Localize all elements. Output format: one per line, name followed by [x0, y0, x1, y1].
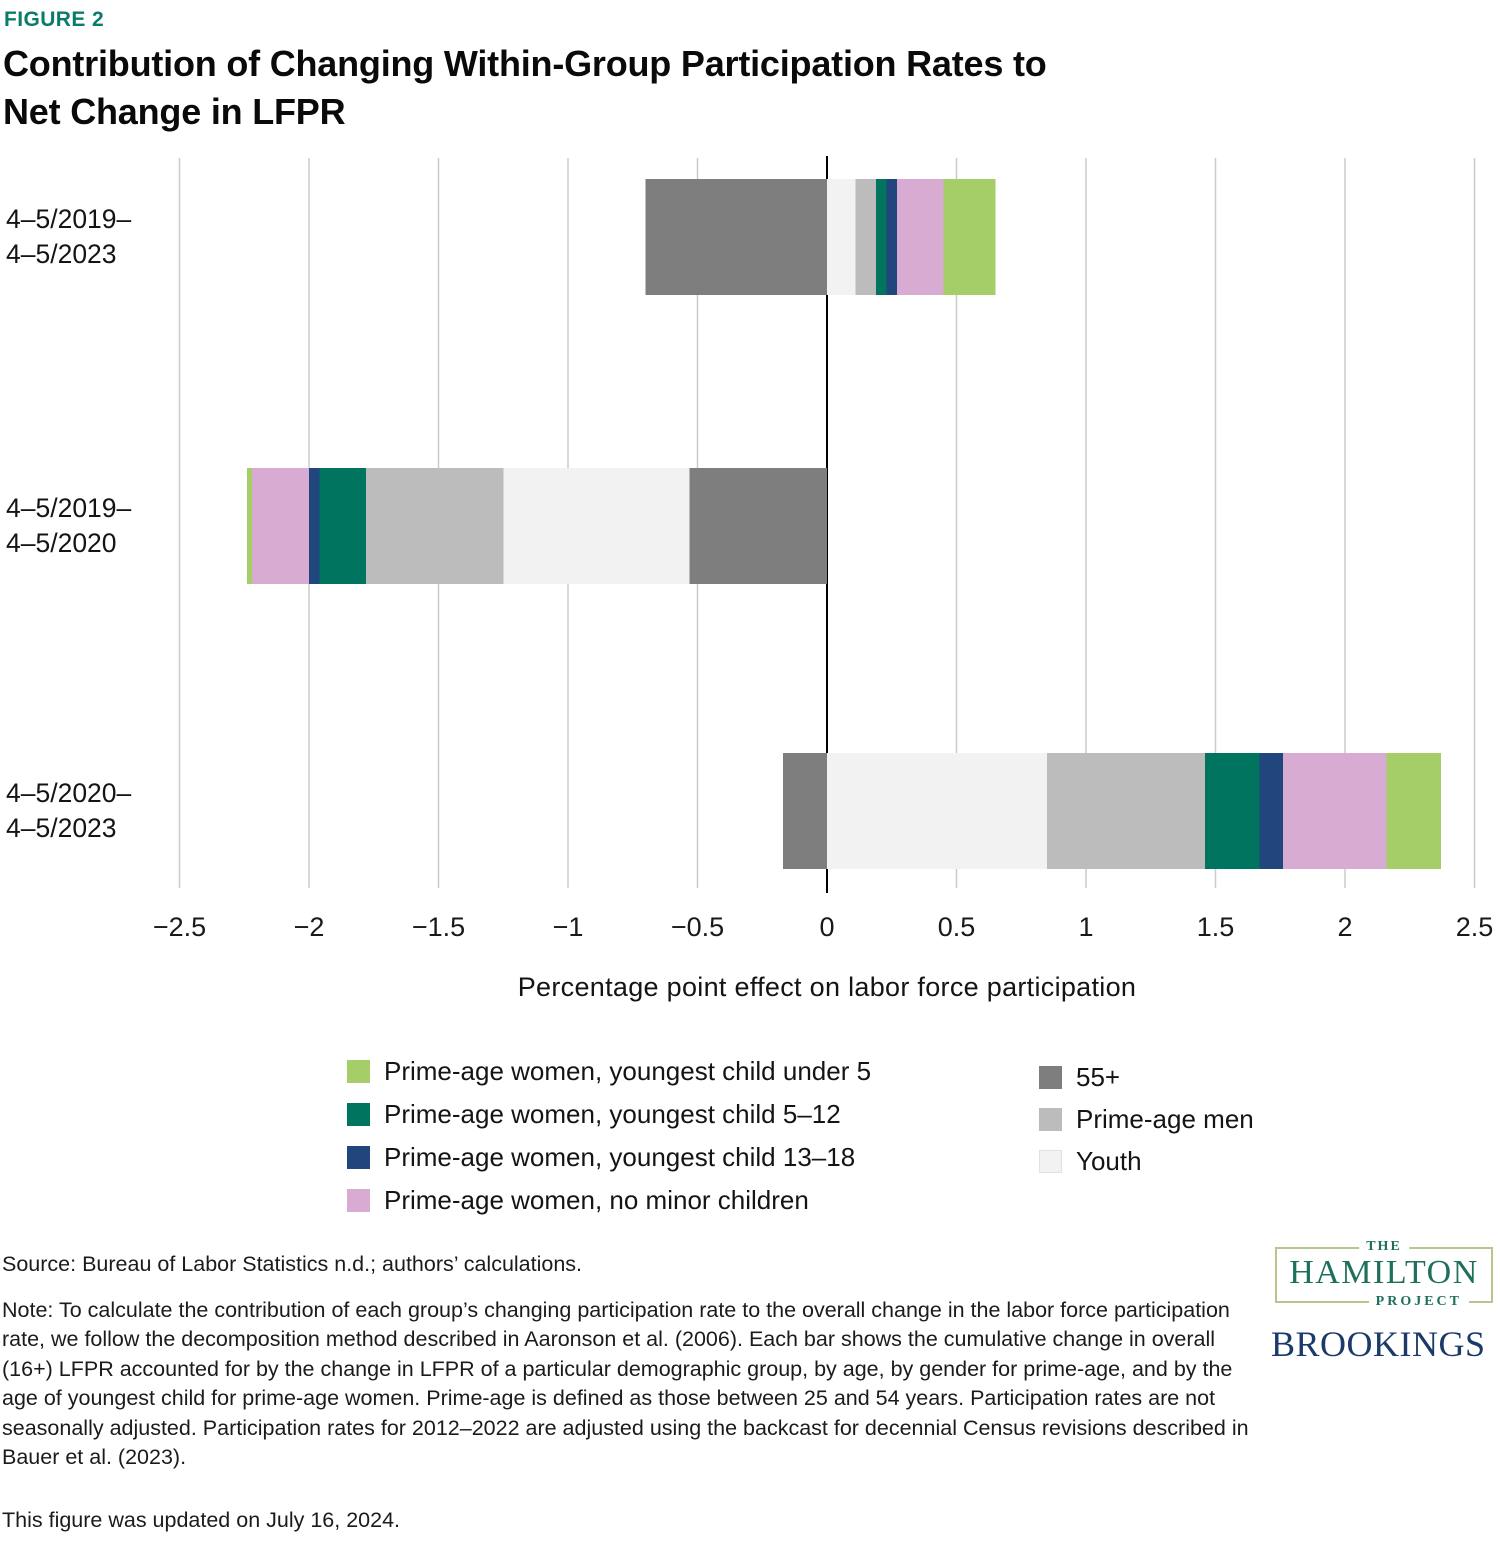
source-text: Source: Bureau of Labor Statistics n.d.;…	[2, 1252, 583, 1276]
legend-swatch	[1039, 1066, 1062, 1089]
x-tick-label: 2.5	[1456, 912, 1494, 942]
bar-segment	[689, 468, 827, 584]
legend-swatch	[347, 1060, 370, 1083]
brookings-logo: BROOKINGS	[1271, 1324, 1486, 1364]
updated-text: This figure was updated on July 16, 2024…	[2, 1508, 401, 1532]
x-tick-label: 0.5	[938, 912, 976, 942]
bar-segment	[365, 468, 504, 584]
legend-item: 55+	[1039, 1062, 1120, 1093]
x-tick-label: −0.5	[671, 912, 724, 942]
legend-label: Prime-age men	[1076, 1104, 1254, 1134]
chart-title-line-2: Net Change in LFPR	[3, 90, 346, 132]
hamilton-logo-project: PROJECT	[1368, 1294, 1469, 1310]
category-label: 4–5/2019–	[6, 204, 132, 234]
bar-segment	[855, 179, 877, 295]
legend-label: Prime-age women, youngest child under 5	[384, 1056, 872, 1086]
hamilton-project-logo: THE HAMILTON PROJECT	[1275, 1239, 1493, 1310]
note-text: Note: To calculate the contribution of e…	[2, 1298, 1249, 1470]
category-label: 4–5/2023	[6, 239, 117, 269]
legend-item: Prime-age women, youngest child under 5	[347, 1056, 871, 1087]
bar-segment	[876, 179, 887, 295]
chart-title: Contribution of Changing Within-Group Pa…	[3, 40, 1047, 136]
bar-segment	[319, 468, 366, 584]
figure-label: FIGURE 2	[4, 8, 105, 31]
bar-segment	[1259, 753, 1283, 869]
x-tick-label: −1.5	[412, 912, 465, 942]
bar-segment	[886, 179, 897, 295]
bar-segment	[309, 468, 320, 584]
x-tick-label: 0	[819, 912, 834, 942]
bar-segment	[1047, 753, 1206, 869]
legend-item: Prime-age men	[1039, 1104, 1254, 1135]
legend-swatch	[347, 1146, 370, 1169]
bar-segment	[1282, 753, 1387, 869]
x-tick-label: −1	[553, 912, 584, 942]
bar-segment	[645, 179, 827, 295]
x-tick-label: −2.5	[153, 912, 206, 942]
bar-segment	[827, 179, 856, 295]
bar-segment	[896, 179, 944, 295]
hamilton-logo-name: HAMILTON	[1289, 1254, 1479, 1291]
x-tick-label: 1	[1078, 912, 1093, 942]
bar-segment	[246, 468, 253, 584]
legend-label: Prime-age women, no minor children	[384, 1185, 809, 1215]
legend-item: Prime-age women, youngest child 5–12	[347, 1099, 841, 1130]
legend-item: Prime-age women, no minor children	[347, 1185, 809, 1216]
x-tick-label: −2	[294, 912, 325, 942]
legend-label: Youth	[1076, 1146, 1142, 1176]
bar-segment	[1205, 753, 1260, 869]
legend-item: Prime-age women, youngest child 13–18	[347, 1142, 855, 1173]
chart-title-line-1: Contribution of Changing Within-Group Pa…	[3, 43, 1047, 84]
legend-swatch	[1039, 1150, 1062, 1173]
hamilton-logo-the: THE	[1359, 1239, 1409, 1255]
bar-segment	[943, 179, 996, 295]
legend-swatch	[347, 1103, 370, 1126]
x-tick-label: 1.5	[1197, 912, 1235, 942]
bar-segment	[782, 753, 827, 869]
category-label: 4–5/2020	[6, 528, 117, 558]
x-tick-label: 2	[1337, 912, 1352, 942]
category-label: 4–5/2020–	[6, 778, 132, 808]
bar-segment	[252, 468, 309, 584]
legend-label: 55+	[1076, 1062, 1121, 1092]
legend-item: Youth	[1039, 1146, 1142, 1177]
legend-swatch	[347, 1189, 370, 1212]
legend-swatch	[1039, 1108, 1062, 1131]
bar-segment	[827, 753, 1048, 869]
x-axis-title: Percentage point effect on labor force p…	[518, 972, 1137, 1002]
bar-segment	[503, 468, 690, 584]
bar-segment	[1386, 753, 1441, 869]
legend-label: Prime-age women, youngest child 5–12	[384, 1099, 841, 1129]
stacked-bar-chart: 4–5/2019– 4–5/2023 4–5/2019– 4–5/2020 4–5/20…	[6, 156, 1494, 1002]
category-label: 4–5/2023	[6, 813, 117, 843]
category-label: 4–5/2019–	[6, 493, 132, 523]
legend-label: Prime-age women, youngest child 13–18	[384, 1142, 856, 1172]
